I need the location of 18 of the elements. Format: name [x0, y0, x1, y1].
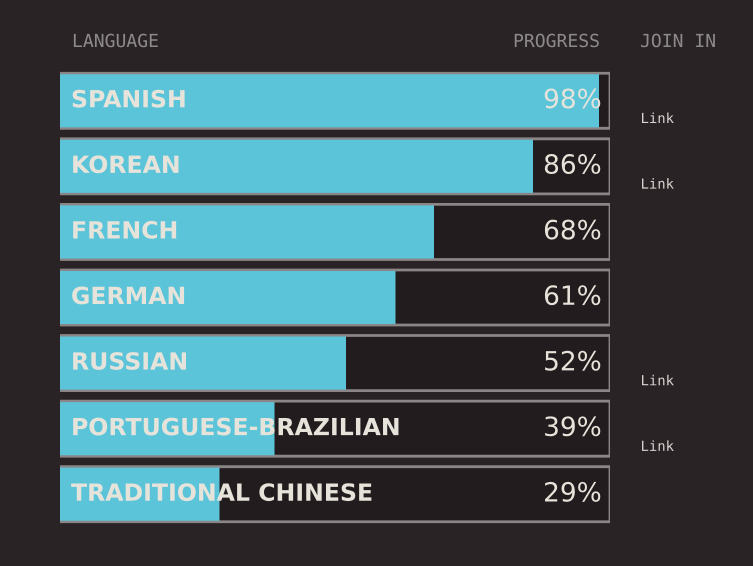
y-tick-label: RUSSIAN: [73, 352, 186, 370]
data-label: 39%: [545, 416, 600, 436]
text: Link: [642, 112, 674, 124]
data-label: 52%: [545, 350, 600, 371]
text: PROGRESS: [514, 34, 599, 48]
data-label: 68%: [544, 220, 600, 240]
text: Link: [642, 178, 674, 189]
text: LANGUAGE: [74, 34, 158, 48]
y-tick-label: GERMAN: [72, 286, 184, 304]
text: Link: [642, 374, 674, 386]
y-tick-label: KOREAN: [73, 155, 178, 174]
y-tick-label: FRENCH: [73, 220, 176, 239]
text: Link: [642, 440, 674, 451]
data-label: 29%: [545, 482, 600, 502]
data-label: 61%: [544, 285, 600, 306]
text: JOIN IN: [640, 34, 715, 48]
data-label: 86%: [544, 154, 600, 174]
y-tick-label: SPANISH: [72, 90, 185, 108]
